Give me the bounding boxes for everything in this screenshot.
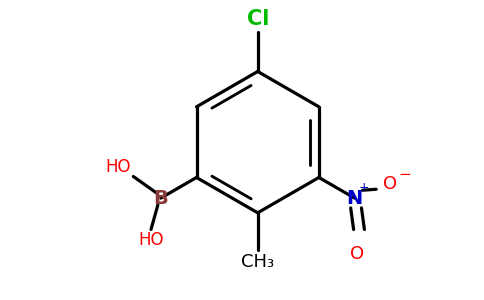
Text: Cl: Cl	[246, 9, 269, 29]
Text: HO: HO	[138, 232, 164, 250]
Text: B: B	[153, 189, 168, 208]
Text: HO: HO	[105, 158, 130, 175]
Text: O: O	[383, 176, 397, 194]
Text: −: −	[398, 167, 411, 182]
Text: CH₃: CH₃	[241, 253, 274, 271]
Text: O: O	[350, 245, 364, 263]
Text: N: N	[347, 189, 363, 208]
Text: +: +	[359, 181, 370, 194]
